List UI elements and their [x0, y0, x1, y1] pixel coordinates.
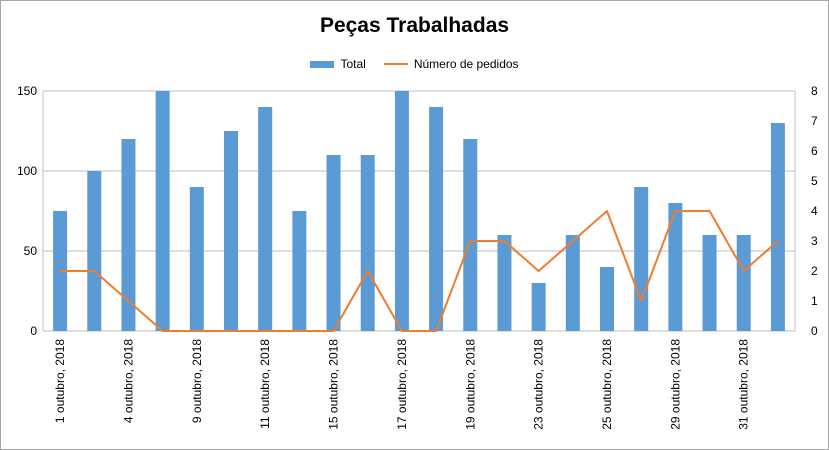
- x-tick-label: 23 outubro, 2018: [532, 339, 546, 430]
- bar: [531, 283, 546, 331]
- bar: [394, 91, 409, 331]
- bar: [668, 203, 683, 331]
- bar: [736, 235, 751, 331]
- legend-label-total: Total: [340, 57, 366, 71]
- x-tick-label: 17 outubro, 2018: [395, 339, 409, 430]
- y-right-tick-label: 7: [811, 114, 818, 128]
- y-left-tick-label: 100: [17, 164, 37, 178]
- y-left-tick-label: 0: [30, 324, 37, 338]
- bar: [600, 267, 614, 331]
- y-right-tick-label: 6: [811, 144, 818, 158]
- x-tick-label: 1 outubro, 2018: [53, 339, 67, 423]
- x-tick-label: 29 outubro, 2018: [668, 339, 682, 430]
- y-right-tick-label: 1: [811, 294, 818, 308]
- legend-item-pedidos: Número de pedidos: [383, 57, 519, 71]
- x-tick-label: 25 outubro, 2018: [600, 339, 614, 430]
- legend-label-pedidos: Número de pedidos: [413, 57, 519, 71]
- x-tick-label: 11 outubro, 2018: [258, 339, 272, 429]
- chart-title: Peças Trabalhadas: [319, 14, 510, 37]
- bar: [497, 235, 512, 331]
- bar: [87, 171, 102, 331]
- bar: [155, 91, 170, 331]
- y-right-tick-label: 5: [811, 174, 818, 188]
- bar: [121, 139, 136, 331]
- bar: [292, 211, 307, 331]
- y-right-tick-label: 4: [811, 204, 818, 218]
- bar: [702, 235, 717, 331]
- bar: [429, 107, 444, 331]
- bar: [770, 123, 785, 331]
- y-right-tick-label: 2: [811, 264, 818, 278]
- legend-swatch-pedidos: [383, 63, 408, 65]
- line-series-pedidos: [60, 210, 779, 332]
- bar: [224, 131, 238, 331]
- bar: [326, 155, 341, 331]
- y-left-tick-label: 150: [17, 84, 37, 98]
- x-tick-label: 9 outubro, 2018: [190, 339, 204, 423]
- y-right-tick-label: 8: [811, 84, 818, 98]
- bar: [463, 139, 478, 331]
- legend-item-total: Total: [310, 57, 366, 71]
- y-right-tick-label: 3: [811, 234, 818, 248]
- bar: [189, 187, 204, 331]
- legend: Total Número de pedidos: [0, 57, 829, 71]
- y-right-tick-label: 0: [811, 324, 818, 338]
- x-tick-label: 19 outubro, 2018: [463, 339, 477, 430]
- bar: [634, 187, 649, 331]
- x-tick-label: 15 outubro, 2018: [327, 339, 341, 430]
- x-tick-label: 4 outubro, 2018: [121, 339, 135, 423]
- bar: [258, 107, 273, 331]
- legend-swatch-total: [310, 60, 335, 68]
- x-tick-label: 31 outubro, 2018: [737, 339, 751, 430]
- y-left-tick-label: 50: [24, 244, 38, 258]
- bar: [360, 155, 375, 331]
- bar: [565, 235, 580, 331]
